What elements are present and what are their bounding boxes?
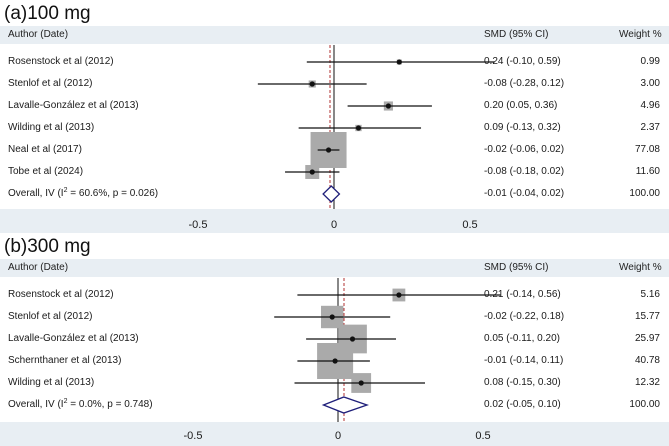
study-ci: 0.08 (-0.15, 0.30): [484, 377, 561, 388]
x-tick-label: 0.5: [462, 219, 477, 231]
study-ci: 0.09 (-0.13, 0.32): [484, 122, 561, 133]
author-column-header: Author (Date): [8, 262, 69, 273]
study-weight: 40.78: [634, 355, 660, 366]
overall-weight: 100.00: [629, 188, 660, 199]
point-estimate: [309, 81, 315, 87]
study-label: Lavalle-González et al (2013): [8, 100, 139, 111]
study-weight: 11.60: [635, 166, 660, 177]
study-label: Rosenstock et al (2012): [8, 56, 114, 67]
plot-area: -0.5 0 0.5: [184, 278, 501, 442]
study-ci: -0.01 (-0.14, 0.11): [484, 355, 564, 366]
overall-diamond: [321, 396, 369, 414]
point-estimate: [355, 125, 362, 131]
overall-label-prefix: Overall, IV (I: [8, 399, 64, 410]
overall-diamond: [322, 185, 341, 203]
weight-column-header: Weight %: [619, 29, 662, 40]
plot-area: -0.5 0 0.5: [189, 45, 495, 231]
study-weight: 4.96: [640, 100, 660, 111]
study-weight: 0.99: [640, 56, 660, 67]
table-header: Author (Date) SMD (95% CI) Weight %: [0, 259, 669, 277]
study-ci: -0.02 (-0.06, 0.02): [484, 144, 565, 155]
study-weight: 25.97: [634, 333, 660, 344]
study-weight: 12.32: [634, 377, 660, 388]
study-ci: 0.05 (-0.11, 0.20): [484, 333, 560, 344]
study-weight: 77.08: [634, 144, 660, 155]
overall-label: Overall, IV (I2 = 0.0%, p = 0.748): [8, 398, 153, 410]
study-weight: 3.00: [640, 78, 660, 89]
smd-column-header: SMD (95% CI): [484, 262, 549, 273]
overall-label-suffix: = 0.0%, p = 0.748): [67, 399, 153, 410]
study-label: Lavalle-González et al (2013): [8, 333, 139, 344]
overall-weight: 100.00: [629, 399, 660, 410]
overall-ci: -0.01 (-0.04, 0.02): [484, 188, 565, 199]
point-estimate: [396, 292, 402, 298]
point-estimate: [329, 314, 335, 320]
point-estimate: [332, 358, 338, 364]
study-label: Neal et al (2017): [8, 144, 82, 155]
x-tick-label: -0.5: [184, 430, 203, 442]
study-label: Schernthaner et al (2013): [8, 355, 122, 366]
study-ci: 0.24 (-0.10, 0.59): [484, 56, 561, 67]
x-tick-label: -0.5: [189, 219, 208, 231]
weight-column-header: Weight %: [619, 262, 662, 273]
point-estimate: [349, 336, 356, 342]
study-label: Tobe et al (2024): [8, 166, 84, 177]
overall-label-prefix: Overall, IV (I: [8, 188, 64, 199]
i-squared-superscript: 2: [63, 398, 68, 405]
study-label: Stenlof et al (2012): [8, 78, 93, 89]
panel-title: (a)100 mg: [4, 3, 91, 24]
study-weight: 15.77: [634, 311, 660, 322]
point-estimate: [396, 59, 402, 65]
forest-plot-100mg: (a)100 mg Author (Date) SMD (95% CI) Wei…: [0, 3, 669, 233]
overall-label-suffix: = 60.6%, p = 0.026): [67, 188, 159, 199]
study-ci: 0.21 (-0.14, 0.56): [484, 289, 561, 300]
forest-plot-300mg: (b)300 mg Author (Date) SMD (95% CI) Wei…: [0, 233, 669, 446]
study-weight: 2.37: [640, 122, 660, 133]
point-estimate: [309, 169, 315, 175]
study-label: Stenlof et al (2012): [8, 311, 93, 322]
overall-ci: 0.02 (-0.05, 0.10): [484, 399, 561, 410]
smd-column-header: SMD (95% CI): [484, 29, 549, 40]
point-estimate: [358, 380, 364, 386]
axis-band: [0, 422, 669, 446]
study-label: Wilding et al (2013): [8, 122, 95, 133]
study-ci: -0.08 (-0.28, 0.12): [484, 78, 565, 89]
study-ci: 0.20 (0.05, 0.36): [484, 100, 558, 111]
x-tick-label: 0: [335, 430, 341, 442]
table-header: Author (Date) SMD (95% CI) Weight %: [0, 26, 669, 44]
x-tick-label: 0.5: [475, 430, 490, 442]
axis-band: [0, 209, 669, 233]
x-tick-label: 0: [331, 219, 337, 231]
i-squared-superscript: 2: [63, 187, 68, 194]
study-ci: -0.08 (-0.18, 0.02): [484, 166, 565, 177]
point-estimate: [325, 147, 332, 153]
study-label: Rosenstock et al (2012): [8, 289, 114, 300]
study-ci: -0.02 (-0.22, 0.18): [484, 311, 565, 322]
author-column-header: Author (Date): [8, 29, 69, 40]
point-estimate: [385, 103, 391, 109]
study-weight: 5.16: [640, 289, 660, 300]
study-label: Wilding et al (2013): [8, 377, 95, 388]
panel-title: (b)300 mg: [4, 236, 91, 257]
overall-label: Overall, IV (I2 = 60.6%, p = 0.026): [8, 187, 159, 199]
